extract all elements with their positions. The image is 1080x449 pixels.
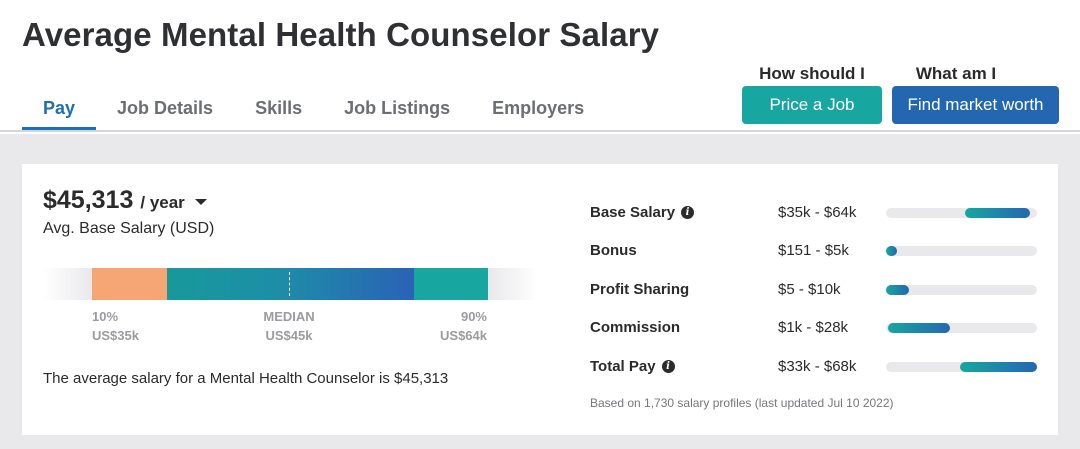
info-icon[interactable]: i	[681, 206, 695, 219]
median-marker	[289, 272, 290, 296]
median-label: MEDIAN	[263, 309, 315, 324]
breakdown-bar-fill	[886, 285, 909, 295]
percentile-90-value: US$64k	[440, 328, 487, 343]
breakdown-row-total-pay: Total Pay i $33k - $68k	[590, 356, 1040, 378]
breakdown-row-base-salary: Base Salary i $35k - $64k	[590, 202, 1040, 224]
breakdown-bar-fill	[965, 208, 1030, 218]
percentile-10-value: US$35k	[92, 328, 139, 343]
salary-subtitle: Avg. Base Salary (USD)	[43, 220, 215, 237]
breakdown-bar-track	[886, 285, 1037, 295]
tab-pay[interactable]: Pay	[22, 92, 97, 130]
breakdown-label: Total Pay	[590, 358, 656, 375]
price-a-job-button[interactable]: Price a Job	[742, 86, 882, 124]
tab-job-listings[interactable]: Job Listings	[344, 98, 451, 118]
salary-amount: $45,313	[43, 186, 134, 214]
tab-employers[interactable]: Employers	[492, 98, 585, 118]
breakdown-label: Bonus	[590, 242, 637, 259]
percentile-10: 10% US$35k	[92, 307, 139, 345]
caret-down-icon[interactable]	[194, 199, 207, 205]
breakdown-range: $35k - $64k	[778, 204, 857, 221]
breakdown-bar-fill	[960, 362, 1037, 372]
pay-period-selector[interactable]: / year	[140, 193, 185, 212]
breakdown-range: $1k - $28k	[778, 319, 849, 336]
breakdown-bar-track	[886, 246, 1037, 256]
breakdown-label: Profit Sharing	[590, 281, 690, 298]
data-source-footnote: Based on 1,730 salary profiles (last upd…	[590, 396, 894, 410]
breakdown-bar-track	[886, 362, 1037, 372]
salary-summary: The average salary for a Mental Health C…	[43, 370, 449, 387]
median-value: US$45k	[265, 328, 313, 343]
tab-bar: Pay Job Details Skills Job Listings Empl…	[22, 92, 605, 130]
tab-job-details[interactable]: Job Details	[117, 98, 214, 118]
percentile-90: 90% US$64k	[417, 307, 487, 345]
breakdown-bar-track	[886, 208, 1037, 218]
range-segment-low	[92, 268, 167, 300]
percentile-median: MEDIAN US$45k	[246, 307, 332, 345]
page-header: Average Mental Health Counselor Salary P…	[0, 0, 1080, 132]
salary-card: $45,313 / year Avg. Base Salary (USD) 10…	[22, 164, 1058, 435]
breakdown-row-bonus: Bonus $151 - $5k	[590, 240, 1040, 262]
salary-amount-row: $45,313 / year	[43, 186, 207, 215]
breakdown-range: $33k - $68k	[778, 358, 857, 375]
info-icon[interactable]: i	[661, 360, 675, 373]
tab-skills[interactable]: Skills	[255, 98, 303, 118]
breakdown-bar-track	[886, 323, 1037, 333]
salary-range-bar	[43, 268, 538, 300]
find-market-worth-button[interactable]: Find market worth	[892, 86, 1059, 124]
breakdown-row-profit-sharing: Profit Sharing $5 - $10k	[590, 279, 1040, 301]
breakdown-bar-fill	[888, 323, 950, 333]
breakdown-range: $5 - $10k	[778, 281, 841, 298]
range-segment-high	[414, 268, 488, 300]
breakdown-row-commission: Commission $1k - $28k	[590, 317, 1040, 339]
breakdown-range: $151 - $5k	[778, 242, 849, 259]
percentile-90-label: 90%	[460, 309, 487, 324]
breakdown-label: Base Salary	[590, 204, 676, 221]
percentile-10-label: 10%	[92, 309, 119, 324]
page-title: Average Mental Health Counselor Salary	[22, 16, 660, 53]
range-segment-middle	[167, 268, 414, 300]
breakdown-bar-fill	[886, 246, 897, 256]
breakdown-label: Commission	[590, 319, 681, 336]
